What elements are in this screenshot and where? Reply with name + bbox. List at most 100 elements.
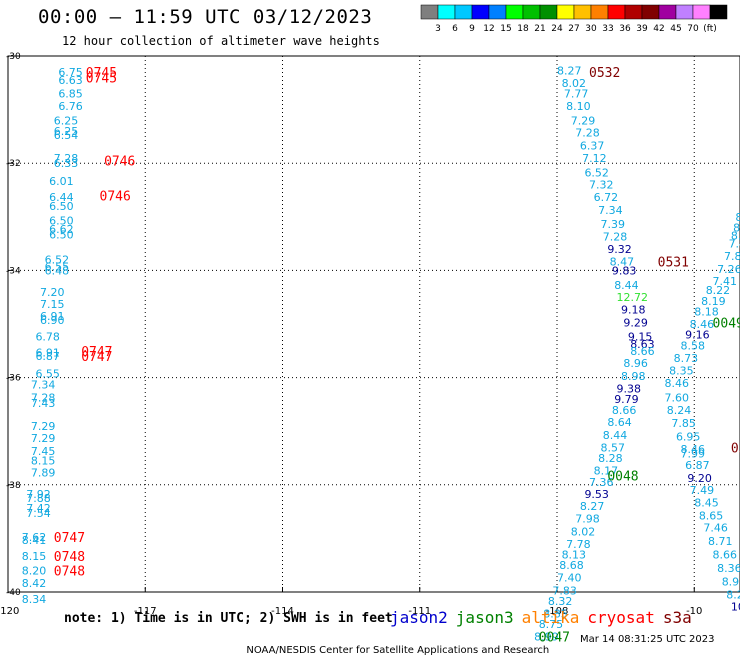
wave-height-label: 8.19 bbox=[701, 295, 726, 308]
wave-height-label: 7.28 bbox=[54, 152, 79, 165]
colorbar-label: 18 bbox=[517, 24, 529, 34]
wave-height-label: 8.68 bbox=[559, 559, 584, 572]
wave-height-label: 6.52 bbox=[45, 254, 70, 267]
colorbar-label: 21 bbox=[534, 24, 545, 34]
wave-height-label: 6.90 bbox=[40, 314, 65, 327]
wave-height-label: 6.85 bbox=[58, 88, 82, 101]
pass-time-label: 0747 bbox=[81, 350, 112, 365]
wave-height-label: 8.02 bbox=[562, 77, 587, 90]
wave-height-label: 8.0 bbox=[731, 230, 740, 243]
wave-height-label: 9.20 bbox=[687, 472, 712, 485]
wave-height-label: 7.29 bbox=[31, 432, 56, 445]
wave-height-label: 8.46 bbox=[690, 318, 715, 331]
wave-height-label: 7.48 bbox=[729, 238, 740, 251]
wave-height-label: 9.16 bbox=[685, 329, 710, 342]
wave-height-label: 8.44 bbox=[603, 429, 628, 442]
pass-time-label: 0747 bbox=[81, 345, 112, 360]
wave-height-label: 6.76 bbox=[58, 100, 82, 113]
page-title: 00:00 – 11:59 UTC 03/12/2023 bbox=[38, 6, 373, 28]
pass-time-label: 0745 bbox=[86, 71, 117, 86]
wave-height-label: 7.45 bbox=[31, 445, 56, 458]
colorbar-label: 70 bbox=[687, 24, 699, 34]
wave-height-label: 12.72 bbox=[616, 291, 648, 304]
wave-height-label: 7.78 bbox=[566, 538, 591, 551]
colorbar-label: 12 bbox=[483, 24, 494, 34]
wave-height-label: 8.85 bbox=[543, 607, 568, 620]
wave-height-chart: -120 -117 -114 -111 -108 -10 -30 -32 -34 -36 -38 -4… bbox=[0, 52, 740, 645]
wave-height-label: 8.22 bbox=[706, 284, 731, 297]
wave-height-label: 6.54 bbox=[54, 129, 79, 142]
wave-height-label: 8.57 bbox=[600, 441, 625, 454]
wave-height-label: 7.83 bbox=[724, 250, 740, 263]
wave-height-label: 7.32 bbox=[589, 179, 614, 192]
wave-height-label: 8.32 bbox=[548, 595, 573, 608]
credit-text: NOAA/NESDIS Center for Satellite Applica… bbox=[246, 645, 550, 656]
wave-height-label: 6.50 bbox=[49, 215, 74, 228]
wave-height-label: 6.78 bbox=[35, 330, 60, 343]
wave-height-label: 7.34 bbox=[31, 379, 56, 392]
wave-height-label: 7.89 bbox=[31, 466, 56, 479]
wave-height-label: 6.52 bbox=[584, 166, 609, 179]
wave-height-label: 9.15 bbox=[628, 330, 653, 343]
plot-frame bbox=[7, 55, 740, 593]
credit-line: NOAA/NESDIS Center for Satellite Applica… bbox=[240, 634, 714, 667]
wave-height-label: 7.60 bbox=[665, 391, 690, 404]
satellite-legend-item: jason2 bbox=[390, 608, 448, 627]
satellite-legend: jason2 jason3 altika cryosat s3a bbox=[390, 608, 700, 627]
colorbar-label: 3 bbox=[435, 24, 441, 34]
wave-height-label: 9.29 bbox=[623, 316, 648, 329]
satellite-legend-item: jason3 bbox=[455, 608, 514, 627]
colorbar-label: 42 bbox=[653, 24, 664, 34]
wave-height-label: 6.33 bbox=[54, 157, 79, 170]
wave-height-label: 7.77 bbox=[564, 88, 589, 101]
wave-height-label: 6.62 bbox=[49, 223, 74, 236]
wave-height-label: 6.37 bbox=[580, 140, 605, 153]
wave-height-label: 8.28 bbox=[598, 452, 623, 465]
wave-height-label: 8.46 bbox=[681, 443, 706, 456]
wave-height-label: 8.20 bbox=[22, 565, 46, 578]
wave-height-label: 7.26 bbox=[717, 263, 740, 276]
wave-height-label: 7.12 bbox=[582, 152, 607, 165]
pass-time-label: 0745 bbox=[86, 66, 117, 81]
pass-time-label: 0531 bbox=[658, 255, 689, 270]
wave-height-label: 7.28 bbox=[603, 231, 628, 244]
wave-height-label: 8.98 bbox=[621, 370, 646, 383]
wave-height-label: 7.28 bbox=[31, 391, 56, 404]
wave-height-label: 8.24 bbox=[667, 404, 692, 417]
wave-height-label: 9.79 bbox=[614, 393, 639, 406]
footer-note: note: 1) Time is in UTC; 2) SWH is in fe… bbox=[64, 611, 393, 626]
satellite-legend-item: s3a bbox=[662, 608, 692, 627]
wave-height-label: 7.36 bbox=[589, 476, 614, 489]
wave-height-label: 7.15 bbox=[40, 298, 65, 311]
wave-height-label: 8.65 bbox=[699, 509, 724, 522]
wave-height-label: 7.29 bbox=[31, 420, 56, 433]
colorbar-label: 9 bbox=[469, 24, 475, 34]
wave-height-label: 7.83 bbox=[552, 584, 577, 597]
wave-height-label: 6.75 bbox=[58, 66, 82, 79]
wave-height-label: 6.25 bbox=[54, 114, 79, 127]
wave-height-label: 6.50 bbox=[49, 200, 74, 213]
wave-height-label: 8.35 bbox=[669, 365, 694, 378]
colorbar-label: 15 bbox=[500, 24, 511, 34]
wave-height-label: 7.40 bbox=[557, 572, 582, 585]
colorbar-label: 36 bbox=[619, 24, 631, 34]
color-scale-legend: 3 6 9 12 15 18 21 24 27 30 33 36 39 42 45 70 (ft) bbox=[420, 4, 728, 34]
pass-time-label: 0048 bbox=[607, 470, 638, 485]
wave-height-label: 8.58 bbox=[681, 339, 706, 352]
pass-time-label: 0748 bbox=[54, 550, 85, 565]
wave-height-label: 8.71 bbox=[708, 535, 733, 548]
y-tick-label: -32 bbox=[6, 159, 21, 169]
colorbar-label: 45 bbox=[670, 24, 681, 34]
satellite-legend-item: altika bbox=[521, 608, 580, 627]
wave-height-label: 8.41 bbox=[22, 534, 46, 547]
colorbar-label: 33 bbox=[602, 24, 613, 34]
wave-height-label: 10. bbox=[731, 600, 740, 613]
wave-height-label: 6.95 bbox=[676, 431, 701, 444]
wave-height-label: 6.87 bbox=[685, 459, 710, 472]
wave-height-label: 9.18 bbox=[621, 304, 646, 317]
wave-height-label: 6.63 bbox=[58, 74, 82, 87]
wave-height-label: 8.75 bbox=[539, 618, 564, 631]
wave-height-label: 8.18 bbox=[694, 306, 719, 319]
pass-time-label: 053 bbox=[731, 441, 740, 456]
wave-height-label: 7.54 bbox=[26, 507, 51, 520]
